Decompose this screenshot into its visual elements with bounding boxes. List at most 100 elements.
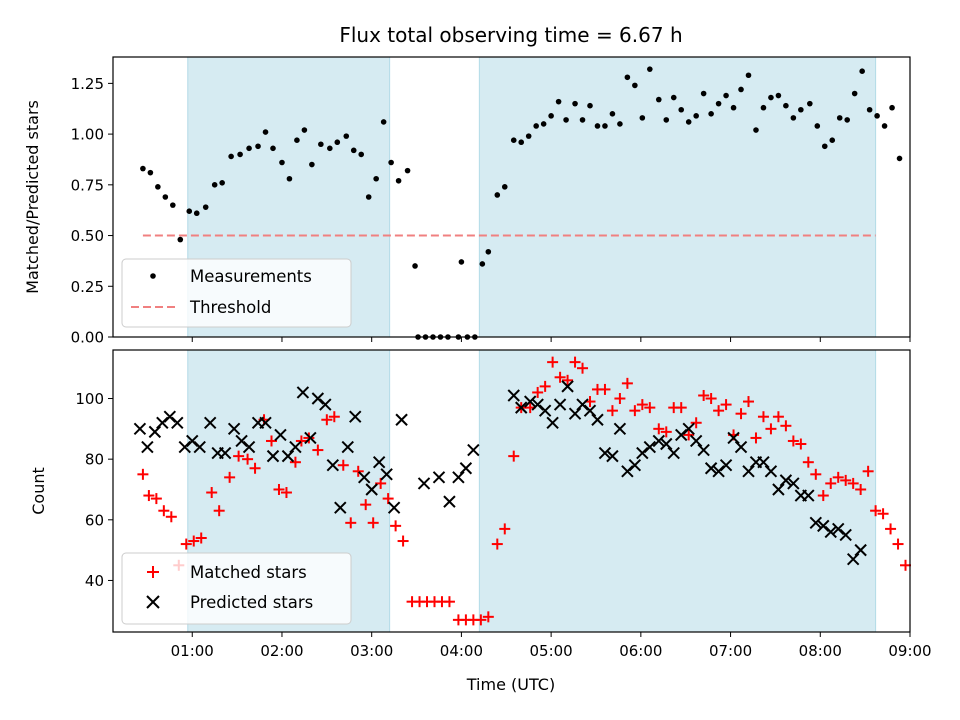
measurement-point <box>533 123 539 129</box>
matched-star-point <box>280 487 292 499</box>
matched-star-point <box>713 405 725 417</box>
legend-predicted-marker <box>146 595 160 609</box>
measurement-point <box>343 133 350 139</box>
x-axis-label: Time (UTC) <box>466 675 555 694</box>
matched-star-point <box>870 505 882 517</box>
top-y-tick-label: 1.00 <box>71 126 104 144</box>
matched-star-point <box>345 517 357 529</box>
measurement-point <box>587 102 593 109</box>
measurement-point <box>294 137 300 143</box>
measurement-point <box>388 159 394 166</box>
predicted-star-point <box>133 422 147 436</box>
matched-star-point <box>499 523 511 535</box>
matched-star-points <box>137 356 912 626</box>
predicted-star-point <box>598 446 612 460</box>
predicted-star-point <box>443 495 456 508</box>
matched-star-point <box>636 399 648 411</box>
matched-star-point <box>289 456 301 468</box>
matched-star-point <box>847 477 859 489</box>
matched-star-point <box>337 459 349 471</box>
bottom-y-ticks: 40 60 80 100 <box>75 390 113 590</box>
matched-star-point <box>840 474 852 486</box>
matched-star-point <box>705 393 717 405</box>
bottom-y-tick-label: 60 <box>85 511 104 529</box>
predicted-star-point <box>387 501 401 514</box>
predicted-star-point <box>395 413 408 426</box>
measurement-point <box>373 175 379 182</box>
measurement-point <box>510 137 517 143</box>
predicted-star-point <box>304 431 317 445</box>
measurement-point <box>783 102 789 109</box>
measurement-point <box>632 82 638 89</box>
predicted-star-point <box>839 528 852 542</box>
matched-star-point <box>367 517 379 529</box>
predicted-star-point <box>515 401 528 414</box>
measurement-point <box>270 145 276 152</box>
legend-predicted-label: Predicted stars <box>190 593 313 612</box>
matched-star-point <box>780 420 792 432</box>
predicted-star-point <box>358 471 371 484</box>
x-tick-label: 09:00 <box>888 642 931 660</box>
measurement-point <box>228 153 234 160</box>
matched-star-point <box>892 538 904 550</box>
predicted-star-point <box>218 446 232 460</box>
predicted-star-point <box>334 501 347 514</box>
matched-star-point <box>242 453 254 465</box>
top-observing-window-2 <box>478 56 877 338</box>
x-tick-label: 03:00 <box>350 642 393 660</box>
bottom-panel: 40 60 80 100 01:00 02:00 03:00 04:00 05:00 06:00… <box>29 349 932 694</box>
measurement-point <box>753 127 759 133</box>
measurement-point <box>140 165 146 172</box>
measurement-point <box>790 115 797 121</box>
matched-star-point <box>321 414 333 426</box>
matched-star-point <box>206 487 218 499</box>
measurement-point <box>501 184 508 190</box>
matched-star-point <box>660 426 672 438</box>
measurement-point <box>555 98 562 105</box>
matched-star-point <box>885 523 897 535</box>
matched-star-point <box>750 432 762 444</box>
measurement-point <box>147 169 154 176</box>
matched-star-point <box>720 399 732 411</box>
legend-matched-label: Matched stars <box>190 563 307 582</box>
matched-star-point <box>475 614 487 626</box>
measurement-point <box>286 175 293 182</box>
matched-star-point <box>137 468 149 480</box>
top-panel: 0.00 0.25 0.50 0.75 1.00 1.25 Matched/Predict… <box>23 56 911 347</box>
measurement-point <box>563 117 569 123</box>
matched-star-point <box>397 535 409 547</box>
matched-star-point <box>644 402 656 414</box>
bottom-legend: Matched stars Predicted stars <box>121 552 352 625</box>
predicted-star-point <box>452 471 465 484</box>
predicted-star-point <box>772 483 785 496</box>
measurement-point <box>279 159 285 166</box>
predicted-star-point <box>553 398 567 411</box>
predicted-star-points <box>133 380 867 566</box>
predicted-star-point <box>171 416 184 429</box>
measurement-point <box>859 68 865 75</box>
matched-star-point <box>158 505 170 517</box>
measurement-point <box>334 139 341 146</box>
top-x-ticks <box>191 337 911 342</box>
measurement-point <box>874 113 880 119</box>
matched-star-point <box>735 408 747 420</box>
predicted-star-point <box>296 386 310 399</box>
predicted-star-point <box>372 455 386 469</box>
matched-star-point <box>508 450 520 462</box>
matched-star-point <box>698 389 710 401</box>
matched-star-point <box>621 377 633 389</box>
x-tick-label: 04:00 <box>440 642 483 660</box>
matched-star-point <box>188 535 200 547</box>
x-tick-label: 07:00 <box>709 642 752 660</box>
predicted-star-point <box>652 434 665 448</box>
matched-star-point <box>743 396 755 408</box>
measurement-point <box>647 66 653 72</box>
predicted-star-point <box>319 398 332 411</box>
measurement-point <box>525 133 532 139</box>
measurement-point <box>889 104 895 111</box>
matched-star-point <box>817 490 829 502</box>
x-tick-label: 06:00 <box>619 642 662 660</box>
measurement-point <box>768 94 774 101</box>
predicted-star-point <box>561 380 574 393</box>
predicted-star-point <box>193 440 206 454</box>
